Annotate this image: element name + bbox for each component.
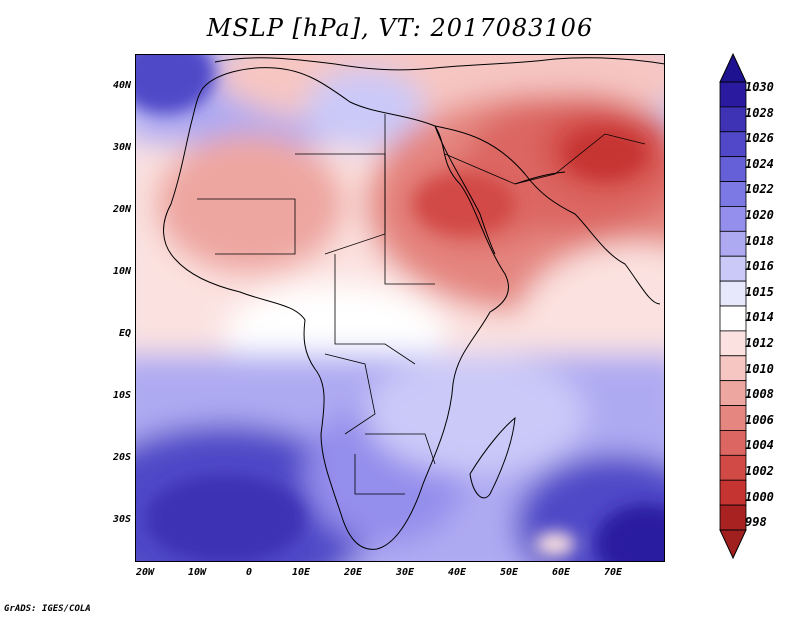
field-detail-layer bbox=[135, 54, 665, 562]
colorbar-swatch bbox=[719, 355, 747, 382]
colorbar-swatch bbox=[719, 81, 747, 108]
map-frame bbox=[135, 54, 665, 562]
pressure-field-svg bbox=[135, 54, 665, 562]
border-mali bbox=[197, 198, 296, 255]
colorbar bbox=[719, 52, 747, 560]
colorbar-label: 1008 bbox=[745, 387, 774, 401]
x-tick-label: 10E bbox=[291, 567, 311, 578]
x-tick-label: 70E bbox=[603, 567, 623, 578]
x-tick-label: 0 bbox=[245, 567, 253, 578]
x-tick-label: 10W bbox=[187, 567, 207, 578]
pressure-map bbox=[135, 54, 665, 562]
colorbar-swatch bbox=[719, 255, 747, 282]
colorbar-swatch bbox=[719, 405, 747, 431]
colorbar-swatch bbox=[719, 106, 747, 133]
footer-credit: GrADS: IGES/COLA bbox=[4, 604, 91, 614]
colorbar-label: 1004 bbox=[745, 438, 774, 452]
colorbar-label: 1002 bbox=[745, 464, 774, 478]
colorbar-label: 1022 bbox=[745, 182, 774, 196]
y-tick-label: 20N bbox=[112, 204, 131, 215]
field-libya-ridge bbox=[305, 69, 425, 149]
border-congo bbox=[324, 353, 376, 435]
x-tick-label: 50E bbox=[499, 567, 519, 578]
field-rub-al-khali-core bbox=[415, 174, 515, 234]
border-middle-east bbox=[444, 133, 646, 185]
x-tick-label: 60E bbox=[551, 567, 571, 578]
border-egypt-sudan bbox=[384, 114, 435, 285]
colorbar-label: 1016 bbox=[745, 259, 774, 273]
mediterranean-coastline bbox=[214, 57, 665, 71]
red-sea-west-coast bbox=[434, 125, 496, 255]
colorbar-swatch bbox=[719, 206, 747, 232]
field-east-africa-ridge bbox=[365, 354, 585, 474]
colorbar-swatch bbox=[719, 479, 747, 506]
field-azores-edge bbox=[135, 54, 215, 114]
field-smooth-layer bbox=[135, 54, 665, 562]
x-tick-label: 30E bbox=[395, 567, 415, 578]
colorbar-swatch bbox=[719, 330, 747, 357]
colorbar-label: 1020 bbox=[745, 208, 774, 222]
colorbar-swatch bbox=[719, 280, 747, 307]
colorbar-label: 1030 bbox=[745, 80, 774, 94]
colorbar-label: 1000 bbox=[745, 490, 774, 504]
y-tick-label: 10S bbox=[112, 390, 131, 401]
y-tick-label: 30S bbox=[112, 514, 131, 525]
colorbar-swatch bbox=[719, 305, 747, 332]
colorbar-label: 1010 bbox=[745, 362, 774, 376]
pressure-field bbox=[135, 54, 665, 562]
y-tick-label: 40N bbox=[112, 80, 131, 91]
colorbar-label: 1006 bbox=[745, 413, 774, 427]
y-tick-label: 30N bbox=[112, 142, 131, 153]
colorbar-label: 998 bbox=[745, 515, 767, 529]
field-mascarene-core bbox=[595, 504, 665, 562]
coastlines bbox=[163, 57, 665, 550]
field-persia-core bbox=[565, 129, 645, 179]
map-title: MSLP [hPa], VT: 2017083106 bbox=[206, 14, 594, 42]
colorbar-swatch bbox=[719, 430, 747, 456]
colorbar-swatch bbox=[719, 380, 747, 406]
colorbar-label: 1015 bbox=[745, 285, 774, 299]
y-tick-label: 20S bbox=[112, 452, 131, 463]
x-tick-label: 20E bbox=[343, 567, 363, 578]
y-tick-label: EQ bbox=[118, 328, 131, 339]
country-borders bbox=[197, 114, 646, 495]
colorbar-label: 1024 bbox=[745, 157, 774, 171]
colorbar-swatch bbox=[719, 454, 747, 481]
border-namibia-botswana bbox=[354, 454, 405, 495]
colorbar-swatch bbox=[719, 504, 747, 531]
colorbar-label: 1018 bbox=[745, 234, 774, 248]
colorbar-top-arrow bbox=[719, 52, 747, 83]
colorbar-swatch bbox=[719, 230, 747, 257]
colorbar-boxes bbox=[719, 81, 747, 531]
x-tick-label: 40E bbox=[447, 567, 467, 578]
colorbar-swatch bbox=[719, 181, 747, 207]
madagascar-coastline bbox=[469, 416, 516, 499]
y-tick-label: 10N bbox=[112, 266, 131, 277]
colorbar-swatch bbox=[719, 131, 747, 158]
arabia-india-coastline bbox=[434, 125, 661, 305]
colorbar-swatch bbox=[719, 156, 747, 182]
colorbar-label: 1028 bbox=[745, 106, 774, 120]
x-tick-label: 20W bbox=[135, 567, 155, 578]
border-zambia bbox=[365, 433, 436, 465]
africa-coastline bbox=[163, 67, 509, 550]
border-chad-car bbox=[334, 254, 416, 365]
field-sahara-low bbox=[155, 134, 345, 274]
colorbar-label: 1012 bbox=[745, 336, 774, 350]
colorbar-bottom-arrow bbox=[719, 529, 747, 560]
colorbar-label: 1014 bbox=[745, 310, 774, 324]
colorbar-label: 1026 bbox=[745, 131, 774, 145]
field-st-helena-core bbox=[145, 474, 305, 562]
field-south-low-spot bbox=[535, 532, 575, 556]
